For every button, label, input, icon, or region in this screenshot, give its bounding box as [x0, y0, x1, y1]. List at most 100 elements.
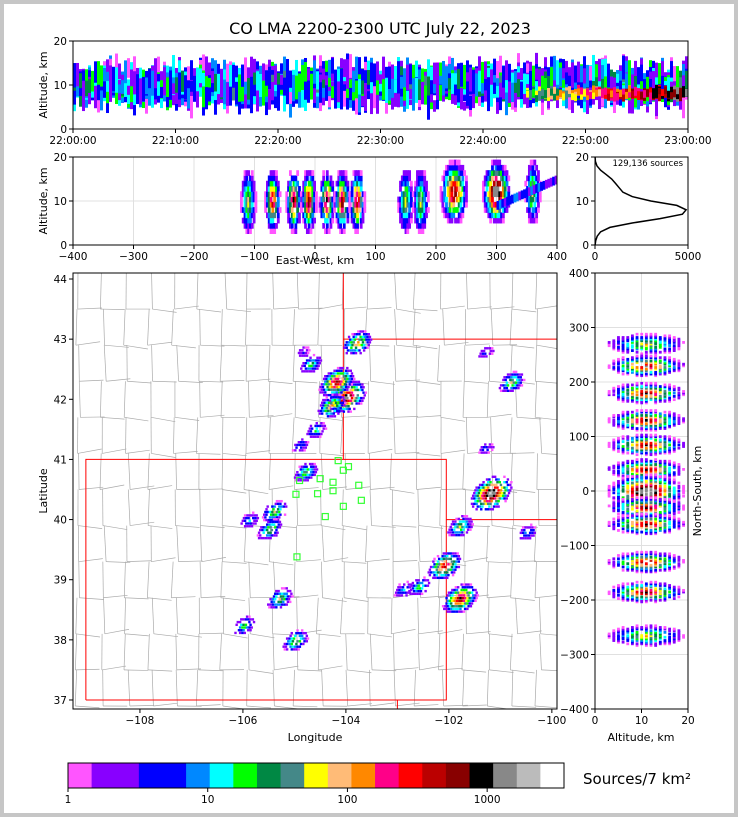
ew-source-bin: [243, 217, 247, 224]
plan-source-bin: [435, 573, 439, 577]
county-boundary: [176, 668, 201, 671]
plan-source-bin: [299, 446, 303, 449]
ew-source-bin: [417, 223, 421, 229]
county-boundary: [394, 309, 397, 346]
plan-source-bin: [460, 594, 463, 597]
county-boundary: [199, 309, 201, 346]
ew-source-bin: [406, 228, 410, 234]
ew-source-bin: [554, 175, 557, 185]
county-boundary: [463, 525, 465, 562]
plan-source-bin: [446, 594, 449, 597]
plan-source-bin: [502, 389, 505, 393]
ew-source-bin: [492, 170, 496, 176]
ew-source-bin: [346, 186, 350, 192]
ew-source-bin: [352, 217, 356, 224]
ew-source-bin: [307, 217, 311, 224]
time-height-source-bin: [568, 86, 571, 94]
plan-source-bin: [454, 552, 457, 555]
plan-source-bin: [308, 364, 311, 368]
plan-source-bin: [364, 346, 367, 349]
time-height-source-bin: [454, 73, 457, 94]
ns-source-bin: [654, 350, 658, 354]
ew-source-bin: [311, 217, 315, 224]
ew-source-bin: [402, 196, 406, 203]
time-height-source-bin: [274, 87, 277, 97]
county-boundary: [342, 306, 367, 310]
plan-source-bin: [264, 526, 268, 529]
plan-source-bin: [331, 385, 334, 389]
county-boundary: [106, 561, 131, 563]
ew-source-bin: [302, 180, 306, 187]
county-boundary: [440, 416, 466, 422]
plan-source-bin: [351, 380, 355, 383]
plan-source-bin: [510, 376, 513, 379]
ew-source-bin: [448, 170, 452, 176]
ew-source-bin: [309, 170, 313, 176]
plan-source-bin: [275, 516, 279, 519]
time-height-source-bin: [307, 68, 310, 81]
plan-source-bin: [247, 516, 250, 520]
county-boundary: [195, 417, 199, 454]
plan-source-bin: [295, 631, 298, 635]
ew-source-bin: [402, 191, 406, 198]
plan-source-bin: [504, 499, 507, 503]
plan-source-bin: [269, 520, 272, 524]
time-height-source-bin: [409, 89, 412, 99]
plan-source-bin: [334, 383, 337, 386]
time-height-source-bin: [142, 76, 145, 102]
ew-source-bin: [496, 217, 500, 224]
plan-source-bin: [332, 412, 335, 415]
plan-source-bin: [270, 600, 273, 604]
ew-source-bin: [492, 180, 496, 187]
ew-source-bin: [527, 164, 531, 171]
time-height-source-bin: [304, 62, 307, 86]
time-height-source-bin: [595, 77, 598, 89]
ew-source-bin: [503, 186, 507, 192]
plan-source-bin: [487, 451, 490, 454]
plan-source-bin: [485, 478, 489, 481]
county-boundary: [100, 381, 102, 418]
ew-source-bin: [331, 180, 335, 187]
plan-source-bin: [442, 573, 445, 577]
ew-source-bin: [243, 180, 247, 187]
ew-source-bin: [348, 201, 352, 208]
time-height-source-bin: [133, 96, 136, 116]
ew-source-bin: [527, 212, 531, 219]
time-height-source-bin: [559, 79, 562, 96]
plan-source-bin: [286, 589, 290, 593]
plan-source-bin: [269, 536, 272, 540]
time-height-source-bin: [643, 90, 646, 98]
plan-source-bin: [306, 432, 309, 436]
plan-source-bin: [340, 380, 343, 383]
plan-source-bin: [457, 554, 461, 558]
county-boundary: [123, 344, 148, 350]
plan-source-bin: [350, 383, 354, 386]
time-height-source-bin: [490, 84, 493, 107]
latitude-tick-label: 41: [54, 454, 67, 466]
time-height-source-bin: [319, 82, 322, 93]
time-height-source-bin: [178, 72, 181, 89]
ew-source-bin: [342, 217, 346, 224]
plan-source-bin: [455, 605, 459, 608]
plan-source-bin: [459, 591, 462, 594]
plan-source-bin: [322, 383, 326, 386]
ew-source-bin: [538, 196, 542, 203]
ew-source-bin: [537, 175, 540, 182]
plan-source-bin: [419, 589, 423, 593]
plan-source-bin: [524, 526, 527, 529]
ew-source-bin: [416, 175, 419, 182]
plan-source-bin: [346, 372, 349, 375]
plan-source-bin: [350, 391, 354, 394]
plan-source-bin: [453, 523, 456, 526]
county-boundary: [222, 525, 247, 529]
ew-source-bin: [529, 212, 533, 219]
plan-source-bin: [327, 388, 330, 391]
plan-source-bin: [496, 497, 499, 500]
plan-source-bin: [485, 355, 488, 358]
ew-source-bin: [302, 186, 306, 192]
plan-source-bin: [266, 505, 269, 508]
plan-source-bin: [411, 581, 415, 585]
plan-source-bin: [273, 603, 277, 606]
plan-source-bin: [467, 605, 470, 608]
plan-source-bin: [300, 470, 304, 474]
